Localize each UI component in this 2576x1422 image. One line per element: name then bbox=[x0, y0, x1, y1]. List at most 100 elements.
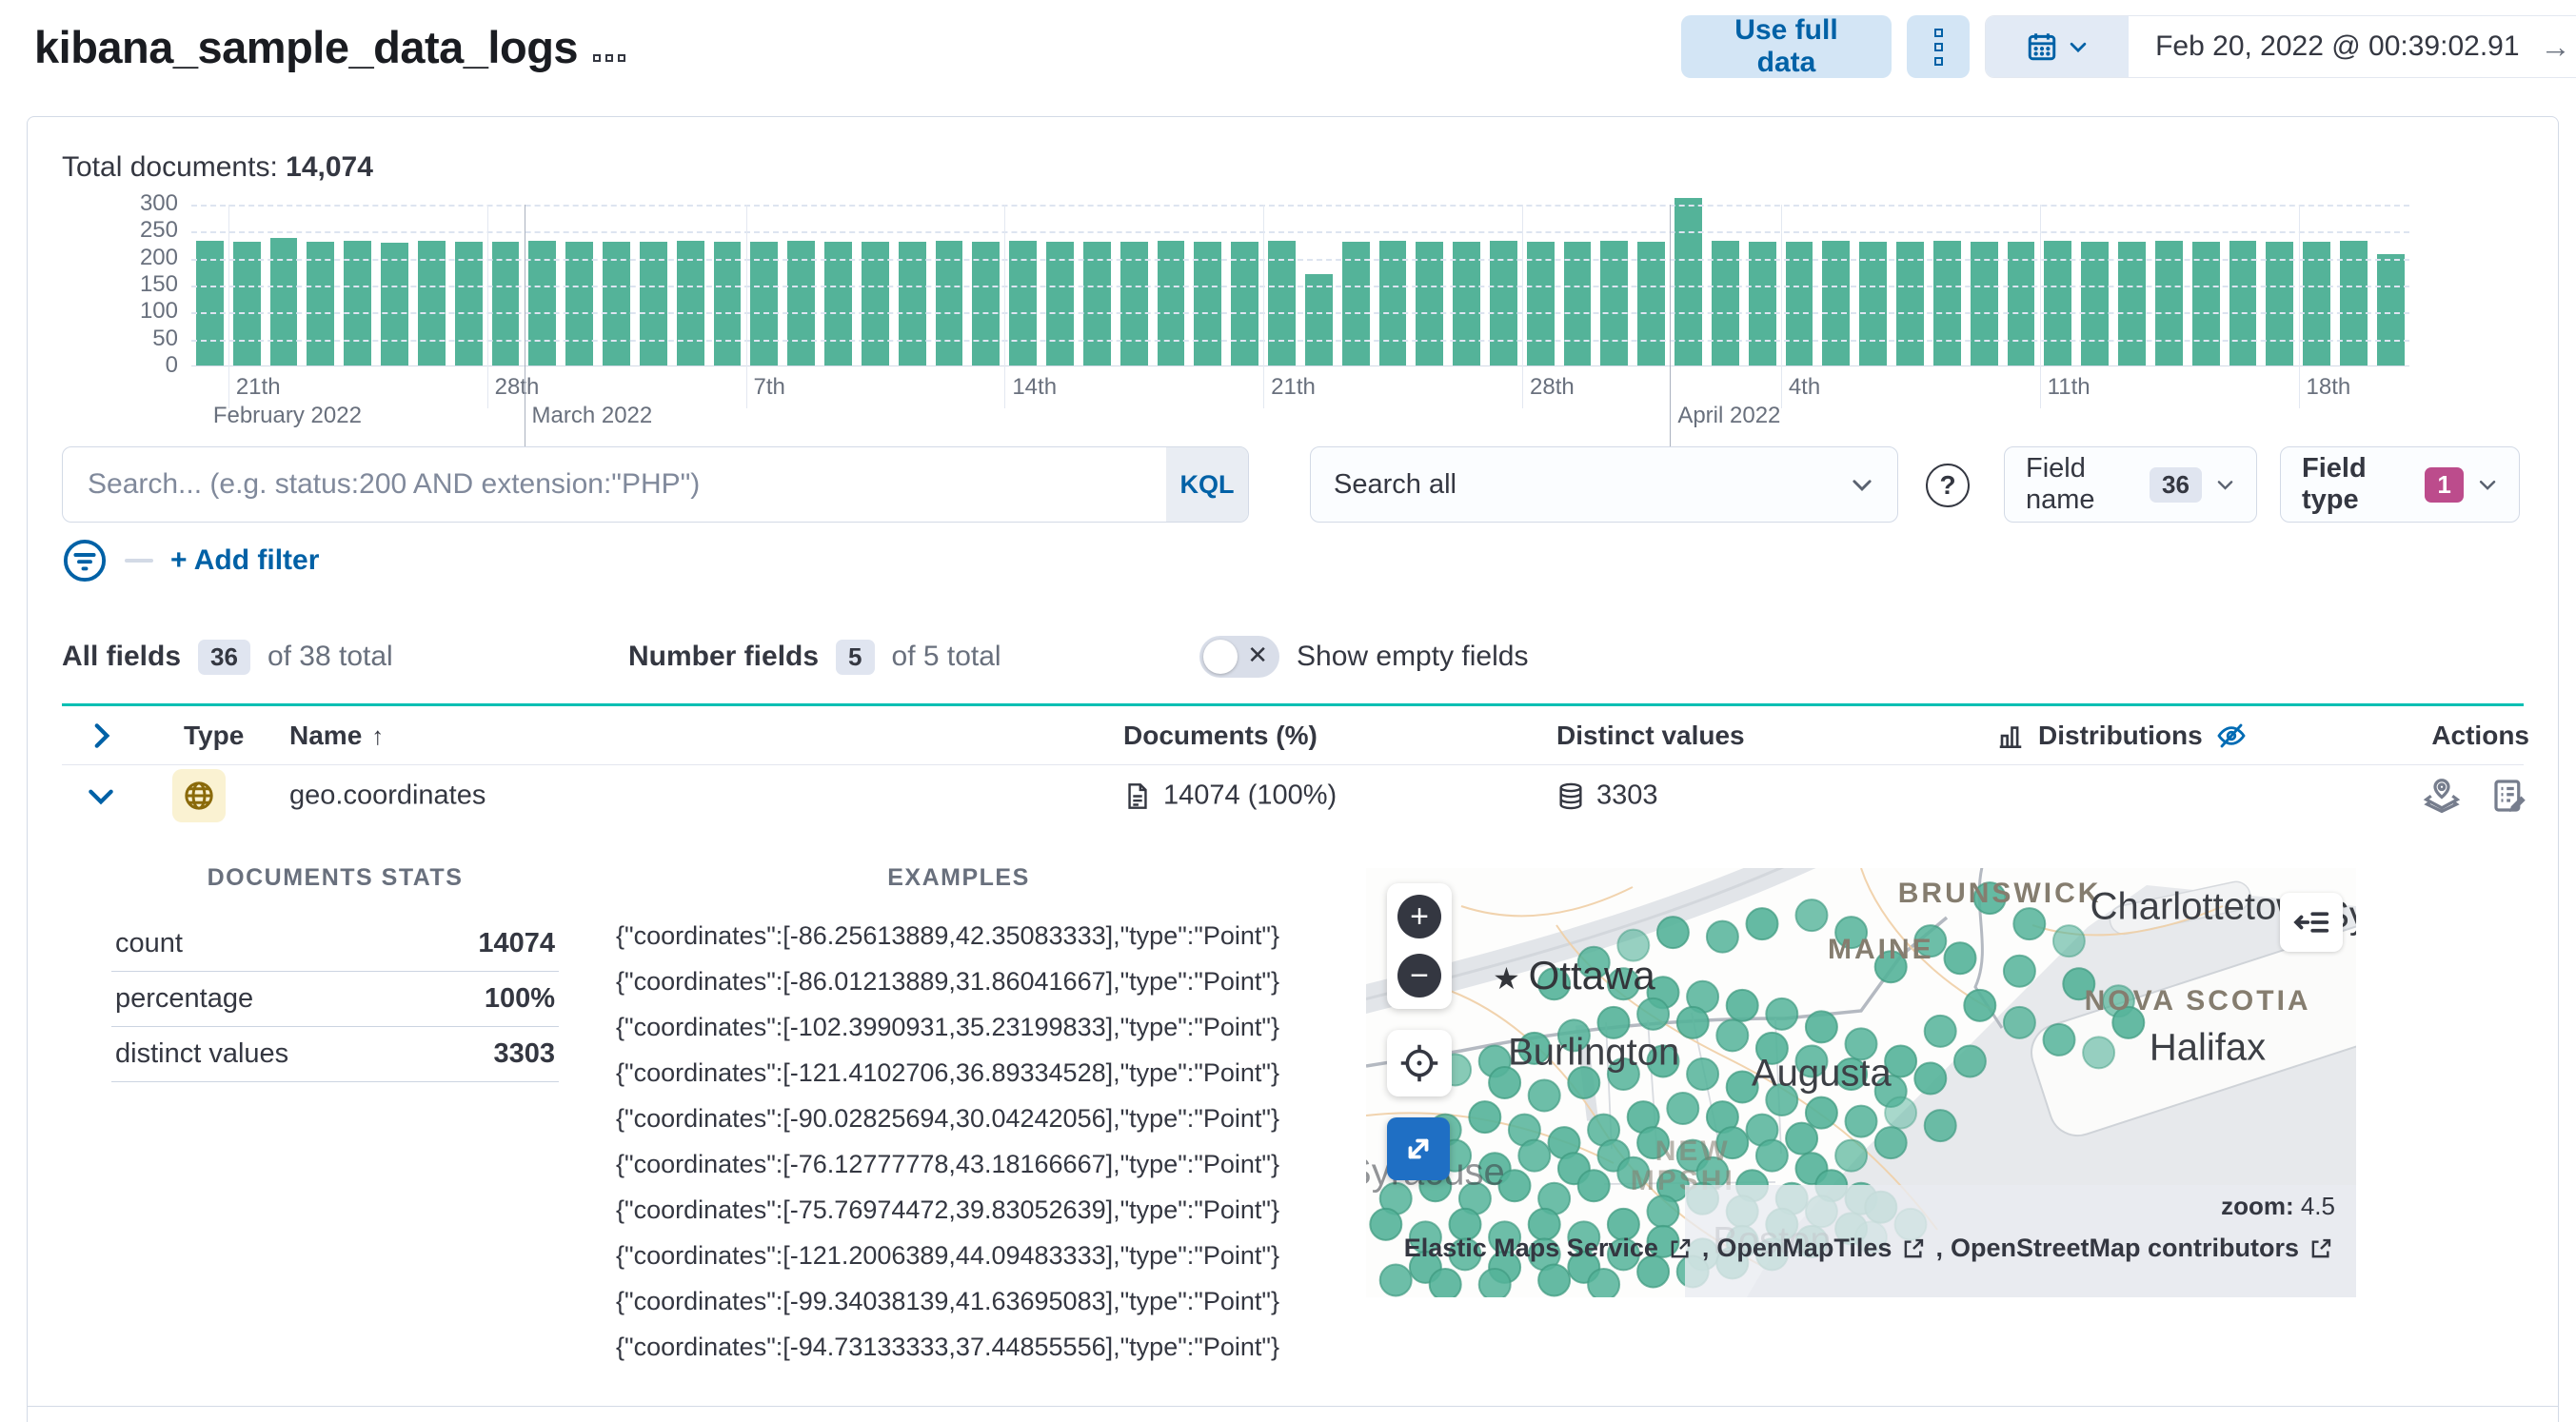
histogram-bar bbox=[676, 241, 704, 365]
map-dot bbox=[1606, 967, 1640, 1001]
help-icon[interactable]: ? bbox=[1926, 464, 1970, 507]
histogram-bar bbox=[603, 242, 630, 365]
attribution-link[interactable]: Elastic Maps Service bbox=[1403, 1234, 1658, 1262]
histogram-bar bbox=[491, 242, 520, 365]
field-name-filter-button[interactable]: Field name 36 bbox=[2004, 446, 2257, 523]
field-name-cell[interactable]: geo.coordinates bbox=[289, 780, 486, 811]
histogram-bar bbox=[935, 241, 963, 365]
stats-label: count bbox=[111, 917, 417, 972]
edit-field-icon[interactable] bbox=[2491, 777, 2529, 815]
title-context-menu-icon[interactable] bbox=[593, 53, 626, 62]
map-dot bbox=[1963, 988, 1997, 1022]
x-axis-tick-label: 28th bbox=[1530, 374, 1575, 400]
column-header-name[interactable]: Name ↑ bbox=[289, 721, 384, 751]
table-accent-line bbox=[62, 703, 2524, 706]
map-dot bbox=[1556, 1018, 1591, 1053]
map-dot bbox=[2042, 1022, 2076, 1057]
histogram-bar bbox=[232, 242, 261, 365]
chevron-down-icon bbox=[1853, 480, 1872, 491]
map-dot bbox=[1686, 1057, 1720, 1091]
map-dot bbox=[1378, 1263, 1413, 1297]
map-dot bbox=[1636, 997, 1671, 1031]
collapse-legend-button[interactable] bbox=[2280, 893, 2343, 952]
date-start[interactable]: Feb 20, 2022 @ 00:39:02.91 bbox=[2155, 30, 2520, 62]
documents-stats-title: DOCUMENTS STATS bbox=[207, 864, 464, 891]
maps-action-icon[interactable] bbox=[2423, 777, 2461, 815]
histogram-bar bbox=[2340, 241, 2368, 365]
menu-left-icon bbox=[2293, 912, 2329, 933]
all-fields-total: of 38 total bbox=[267, 641, 393, 672]
add-filter-button[interactable]: + Add filter bbox=[170, 544, 320, 576]
search-input[interactable] bbox=[63, 468, 1166, 501]
map-dot bbox=[1804, 1096, 1838, 1130]
x-axis-tick-label: 4th bbox=[1788, 374, 1821, 400]
zoom-out-button[interactable]: − bbox=[1397, 954, 1441, 997]
histogram-bar bbox=[750, 241, 779, 365]
show-empty-fields-toggle[interactable]: ✕ bbox=[1199, 636, 1279, 678]
map-dot bbox=[1655, 916, 1690, 950]
date-range[interactable]: Feb 20, 2022 @ 00:39:02.91 → Apr 2 bbox=[2129, 30, 2576, 65]
histogram-bar bbox=[898, 241, 926, 365]
attribution-link[interactable]: OpenMapTiles bbox=[1716, 1234, 1892, 1262]
map-dot bbox=[1754, 1138, 1789, 1173]
examples-list: {"coordinates":[-86.25613889,42.35083333… bbox=[616, 913, 1301, 1370]
x-gridline bbox=[2039, 205, 2041, 408]
zoom-in-button[interactable]: + bbox=[1397, 895, 1441, 938]
histogram-bars bbox=[191, 197, 2409, 365]
geo-point-token bbox=[172, 769, 226, 822]
map-dot bbox=[1972, 881, 2007, 916]
column-header-documents[interactable]: Documents (%) bbox=[1123, 720, 1318, 750]
table-row-geo-coordinates[interactable]: geo.coordinates 14074 (100%) 3303 bbox=[62, 765, 2526, 826]
field-name-count-badge: 36 bbox=[2150, 466, 2202, 503]
histogram-plot-area: 300 250 200 150 100 50 0 21th 28th 7th 14th 21th 28t… bbox=[140, 190, 2409, 457]
attribution-link[interactable]: OpenStreetMap contributors bbox=[1950, 1234, 2299, 1262]
kql-language-button[interactable]: KQL bbox=[1166, 447, 1248, 522]
map-dot bbox=[1705, 919, 1739, 954]
map-dot bbox=[1943, 941, 1977, 976]
x-axis-tick-label: 21th bbox=[1271, 374, 1316, 400]
embedded-map[interactable]: OttawaBurlingtonAugustaMAINENEWMPSHIBRUN… bbox=[1366, 868, 2356, 1297]
expand-all-button[interactable] bbox=[85, 720, 117, 752]
search-bar-row: KQL Search all ? Field name 36 Field typ… bbox=[62, 446, 2524, 523]
map-dot bbox=[1646, 1044, 1680, 1078]
use-full-data-button[interactable]: Use full data bbox=[1681, 14, 1892, 78]
set-view-crosshair-button[interactable] bbox=[1393, 1041, 1446, 1085]
collapse-row-button[interactable] bbox=[85, 780, 117, 812]
external-link-icon bbox=[2311, 1238, 2331, 1257]
map-dot bbox=[1913, 924, 1948, 958]
date-quick-select-button[interactable] bbox=[1986, 16, 2130, 77]
distinct-value: 3303 bbox=[1596, 780, 1658, 811]
expand-map-button[interactable] bbox=[1387, 1117, 1450, 1180]
histogram-bar bbox=[1600, 241, 1629, 365]
eye-slash-icon[interactable] bbox=[2216, 721, 2247, 751]
map-dot bbox=[1834, 1138, 1869, 1173]
column-header-distinct-values[interactable]: Distinct values bbox=[1556, 720, 1745, 750]
data-visualizer-panel: Total documents: 14,074 300 250 200 150 100 5… bbox=[27, 116, 2559, 1422]
date-picker[interactable]: Feb 20, 2022 @ 00:39:02.91 → Apr 2 bbox=[1985, 15, 2576, 78]
histogram-bar bbox=[1896, 242, 1924, 365]
search-fields-select[interactable]: Search all bbox=[1310, 446, 1898, 523]
histogram-bar bbox=[861, 242, 889, 365]
example-value: {"coordinates":[-90.02825694,30.04242056… bbox=[616, 1104, 1280, 1133]
name-header-label: Name bbox=[289, 720, 363, 750]
y-axis-tick-label: 250 bbox=[139, 217, 178, 244]
map-dot bbox=[1844, 1104, 1878, 1138]
filter-icon[interactable] bbox=[62, 538, 108, 583]
histogram-bar bbox=[1859, 241, 1888, 365]
header-controls: Use full data Feb 20, 2022 @ 00:39:02.91… bbox=[1681, 14, 2576, 78]
column-header-distributions[interactable]: Distributions bbox=[1996, 721, 2247, 751]
map-attribution-overlay bbox=[1685, 1185, 2356, 1297]
column-header-type[interactable]: Type bbox=[184, 720, 245, 750]
y-gridline bbox=[191, 258, 2409, 261]
field-type-cell bbox=[172, 769, 226, 822]
histogram-bar bbox=[269, 238, 298, 365]
kebab-menu-button[interactable] bbox=[1906, 15, 1971, 78]
total-documents: Total documents: 14,074 bbox=[62, 151, 2524, 191]
histogram-bar bbox=[565, 241, 594, 365]
histogram-bar bbox=[1563, 241, 1592, 365]
histogram-bar bbox=[2303, 241, 2331, 365]
map-dot bbox=[1587, 1267, 1621, 1297]
x-gridline bbox=[2298, 205, 2300, 408]
documents-stats-table: count 14074 percentage 100% distinct values 3… bbox=[111, 917, 559, 1082]
field-type-filter-button[interactable]: Field type 1 bbox=[2280, 446, 2520, 523]
